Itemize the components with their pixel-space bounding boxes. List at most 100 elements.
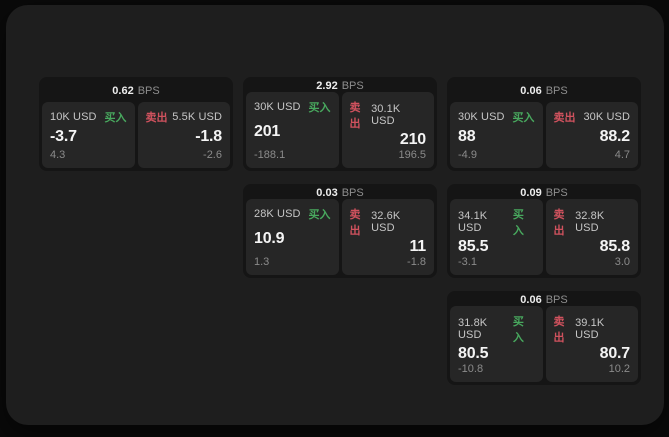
sell-panel-top: 卖出 30.1K USD xyxy=(350,99,427,131)
buy-panel-top: 28K USD 买入 xyxy=(254,206,331,222)
buy-panel-top: 31.8K USD 买入 xyxy=(458,313,535,345)
sell-panel-top: 卖出 39.1K USD xyxy=(554,313,631,345)
buy-amount: 31.8K USD xyxy=(458,317,488,341)
buy-sell-panels: 10K USD 买入 -3.7 4.3 卖出 5.5K USD -1.8 -2.… xyxy=(42,102,230,168)
sell-panel[interactable]: 卖出 5.5K USD -1.8 -2.6 xyxy=(137,102,230,168)
buy-change: 4.3 xyxy=(50,149,66,161)
buy-sell-panels: 28K USD 买入 10.9 1.3 卖出 32.6K USD 11 -1.8 xyxy=(246,199,434,275)
sell-panel-top: 卖出 32.6K USD xyxy=(350,206,427,238)
buy-price: 88 xyxy=(458,128,476,145)
buy-amount: 30K USD xyxy=(458,111,505,123)
buy-change: -10.8 xyxy=(458,363,484,375)
buy-amount: 10K USD xyxy=(50,111,97,123)
sell-amount: 5.5K USD xyxy=(172,111,222,123)
sell-label: 卖出 xyxy=(145,112,168,124)
buy-panel[interactable]: 34.1K USD 买入 85.5 -3.1 xyxy=(450,199,543,275)
bps-header: 0.06 BPS xyxy=(450,80,638,102)
bps-header: 0.09 BPS xyxy=(450,187,638,199)
sell-panel[interactable]: 卖出 30.1K USD 210 196.5 xyxy=(341,92,434,168)
buy-panel-top: 30K USD 买入 xyxy=(254,99,331,115)
buy-panel[interactable]: 10K USD 买入 -3.7 4.3 xyxy=(42,102,135,168)
sell-panel[interactable]: 卖出 30K USD 88.2 4.7 xyxy=(545,102,638,168)
quote-card: 0.06 BPS 31.8K USD 买入 80.5 -10.8 卖出 39.1… xyxy=(447,291,641,385)
sell-change: 3.0 xyxy=(614,256,630,268)
bps-header: 2.92 BPS xyxy=(246,80,434,92)
sell-panel-top: 卖出 5.5K USD xyxy=(146,109,223,125)
buy-change: -188.1 xyxy=(254,149,286,161)
buy-sell-panels: 30K USD 买入 88 -4.9 卖出 30K USD 88.2 4.7 xyxy=(450,102,638,168)
buy-amount: 30K USD xyxy=(254,101,301,113)
sell-panel-top: 卖出 32.8K USD xyxy=(554,206,631,238)
quote-card: 0.62 BPS 10K USD 买入 -3.7 4.3 卖出 5.5K USD xyxy=(39,77,233,171)
sell-change: -1.8 xyxy=(407,256,426,268)
sell-price: 210 xyxy=(399,131,426,148)
sell-change: 10.2 xyxy=(608,363,630,375)
buy-label: 买入 xyxy=(308,102,331,114)
quote-card: 0.06 BPS 30K USD 买入 88 -4.9 卖出 30K USD xyxy=(447,77,641,171)
app-window: 0.62 BPS 10K USD 买入 -3.7 4.3 卖出 5.5K USD xyxy=(6,5,664,425)
quote-card: 2.92 BPS 30K USD 买入 201 -188.1 卖出 30.1K … xyxy=(243,77,437,171)
bps-value: 0.62 xyxy=(112,85,134,97)
buy-label: 买入 xyxy=(308,209,331,221)
buy-price: 10.9 xyxy=(254,230,285,247)
buy-label: 买入 xyxy=(512,112,535,124)
bps-value: 0.09 xyxy=(520,187,542,199)
sell-change: -2.6 xyxy=(203,149,222,161)
buy-label: 买入 xyxy=(512,209,524,237)
buy-panel-top: 34.1K USD 买入 xyxy=(458,206,535,238)
sell-label: 卖出 xyxy=(553,209,565,237)
buy-change: 1.3 xyxy=(254,256,270,268)
bps-unit-label: BPS xyxy=(137,85,160,97)
buy-change: -3.1 xyxy=(458,256,477,268)
sell-price: 88.2 xyxy=(599,128,631,145)
sell-change: 4.7 xyxy=(614,149,630,161)
bps-value: 2.92 xyxy=(316,80,338,92)
sell-price: 85.8 xyxy=(599,238,631,255)
bps-unit-label: BPS xyxy=(341,187,364,199)
buy-panel-top: 10K USD 买入 xyxy=(50,109,127,125)
sell-amount: 32.6K USD xyxy=(371,210,401,234)
sell-change: 196.5 xyxy=(398,149,426,161)
sell-price: 11 xyxy=(409,238,426,255)
buy-price: 80.5 xyxy=(458,345,489,362)
buy-amount: 28K USD xyxy=(254,208,301,220)
bps-unit-label: BPS xyxy=(545,85,568,97)
buy-sell-panels: 34.1K USD 买入 85.5 -3.1 卖出 32.8K USD 85.8… xyxy=(450,199,638,275)
sell-amount: 30K USD xyxy=(583,111,630,123)
bps-unit-label: BPS xyxy=(341,80,364,92)
buy-label: 买入 xyxy=(104,112,127,124)
sell-amount: 39.1K USD xyxy=(575,317,605,341)
sell-price: -1.8 xyxy=(195,128,222,145)
bps-unit-label: BPS xyxy=(545,187,568,199)
buy-price: -3.7 xyxy=(50,128,77,145)
sell-label: 卖出 xyxy=(553,316,565,344)
bps-value: 0.06 xyxy=(520,294,542,306)
buy-price: 85.5 xyxy=(458,238,489,255)
bps-header: 0.62 BPS xyxy=(42,80,230,102)
sell-panel[interactable]: 卖出 32.6K USD 11 -1.8 xyxy=(341,199,434,275)
buy-panel[interactable]: 31.8K USD 买入 80.5 -10.8 xyxy=(450,306,543,382)
bps-header: 0.06 BPS xyxy=(450,294,638,306)
quote-card: 0.09 BPS 34.1K USD 买入 85.5 -3.1 卖出 32.8K… xyxy=(447,184,641,278)
sell-panel[interactable]: 卖出 39.1K USD 80.7 10.2 xyxy=(545,306,638,382)
buy-sell-panels: 31.8K USD 买入 80.5 -10.8 卖出 39.1K USD 80.… xyxy=(450,306,638,382)
buy-panel[interactable]: 30K USD 买入 201 -188.1 xyxy=(246,92,339,168)
buy-change: -4.9 xyxy=(458,149,477,161)
sell-label: 卖出 xyxy=(349,209,361,237)
sell-label: 卖出 xyxy=(553,112,576,124)
buy-amount: 34.1K USD xyxy=(458,210,488,234)
buy-sell-panels: 30K USD 买入 201 -188.1 卖出 30.1K USD 210 1… xyxy=(246,92,434,168)
sell-amount: 30.1K USD xyxy=(371,103,401,127)
buy-panel[interactable]: 30K USD 买入 88 -4.9 xyxy=(450,102,543,168)
sell-price: 80.7 xyxy=(599,345,631,362)
buy-panel[interactable]: 28K USD 买入 10.9 1.3 xyxy=(246,199,339,275)
buy-label: 买入 xyxy=(512,316,524,344)
bps-value: 0.03 xyxy=(316,187,338,199)
quote-card: 0.03 BPS 28K USD 买入 10.9 1.3 卖出 32.6K US… xyxy=(243,184,437,278)
sell-panel[interactable]: 卖出 32.8K USD 85.8 3.0 xyxy=(545,199,638,275)
bps-value: 0.06 xyxy=(520,85,542,97)
buy-price: 201 xyxy=(254,123,281,140)
buy-panel-top: 30K USD 买入 xyxy=(458,109,535,125)
quote-card-grid: 0.62 BPS 10K USD 买入 -3.7 4.3 卖出 5.5K USD xyxy=(39,77,641,385)
bps-header: 0.03 BPS xyxy=(246,187,434,199)
